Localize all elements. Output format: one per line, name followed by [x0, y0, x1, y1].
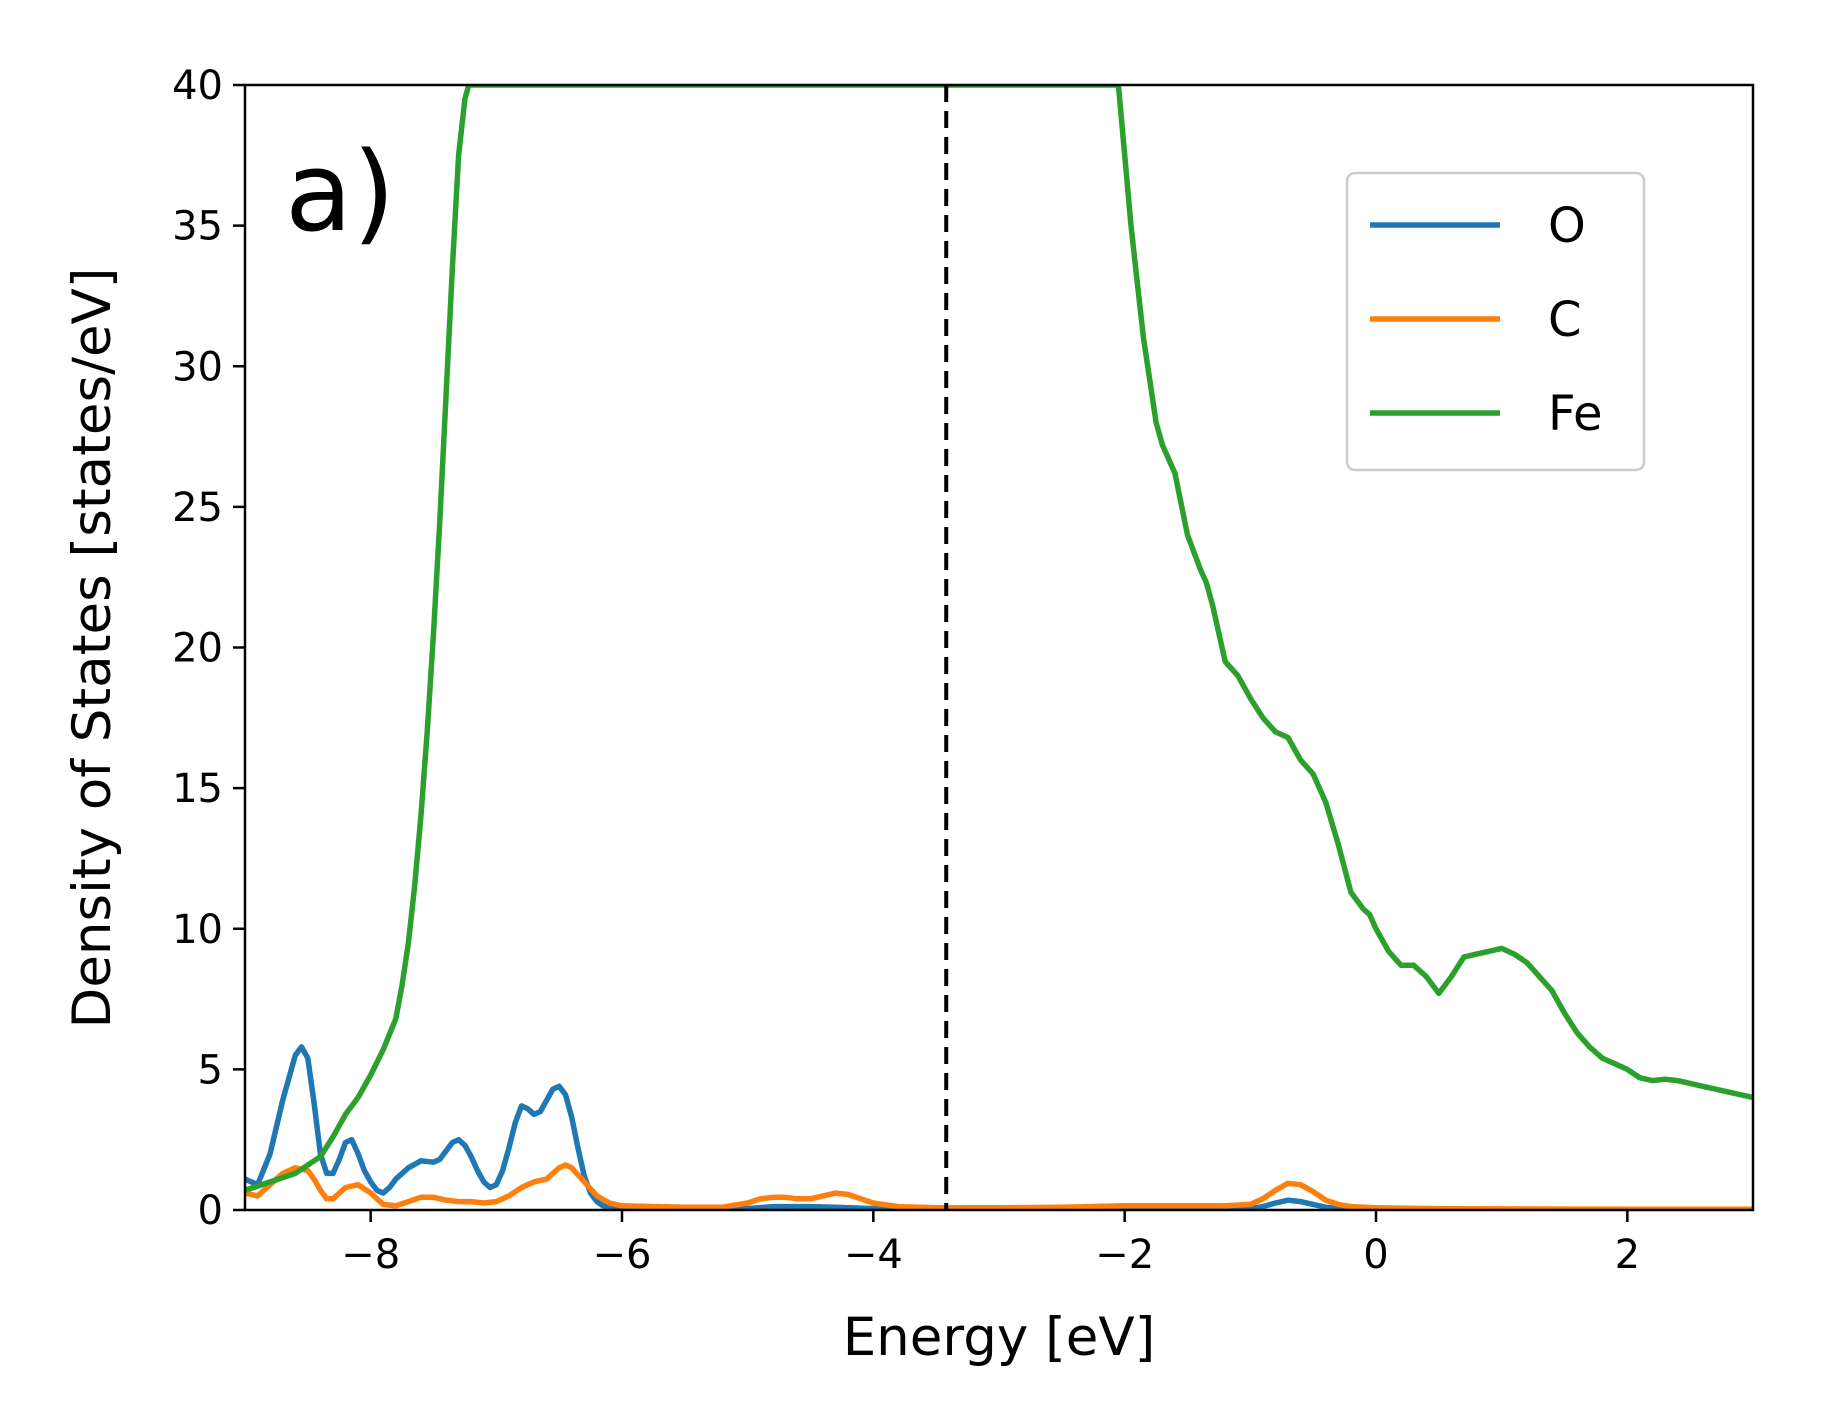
y-tick-label: 10 — [172, 907, 223, 953]
x-tick-label: 0 — [1363, 1232, 1388, 1278]
series-layer — [245, 85, 1753, 1210]
y-tick-label: 0 — [198, 1188, 223, 1234]
legend-label-c: C — [1548, 292, 1582, 348]
series-line-c — [245, 1162, 1753, 1210]
y-tick-label: 30 — [172, 344, 223, 390]
x-tick-label: −4 — [844, 1232, 903, 1278]
y-axis: 0 5 10 15 20 25 30 35 40 — [172, 63, 245, 1234]
y-axis-title: Density of States [states/eV] — [62, 268, 123, 1029]
legend-label-o: O — [1548, 198, 1586, 254]
y-tick-label: 5 — [198, 1047, 223, 1093]
series-line-o — [245, 1044, 1753, 1210]
legend: OC Fe — [1345, 171, 1646, 472]
panel-label: a) — [285, 128, 395, 256]
y-tick-label: 35 — [172, 204, 223, 250]
x-tick-label: −8 — [341, 1232, 400, 1278]
y-tick-label: 20 — [172, 626, 223, 672]
legend-label-fe: Fe — [1548, 386, 1603, 442]
x-tick-label: −6 — [593, 1232, 652, 1278]
x-axis: −8 −6 −4 −2 0 2 — [341, 1210, 1640, 1278]
y-tick-label: 40 — [172, 63, 223, 109]
x-tick-label: 2 — [1615, 1232, 1640, 1278]
series-line-fe — [245, 85, 1753, 1194]
y-tick-label: 15 — [172, 766, 223, 812]
x-tick-label: −2 — [1095, 1232, 1154, 1278]
x-axis-title: Energy [eV] — [843, 1307, 1156, 1368]
y-tick-label: 25 — [172, 485, 223, 531]
